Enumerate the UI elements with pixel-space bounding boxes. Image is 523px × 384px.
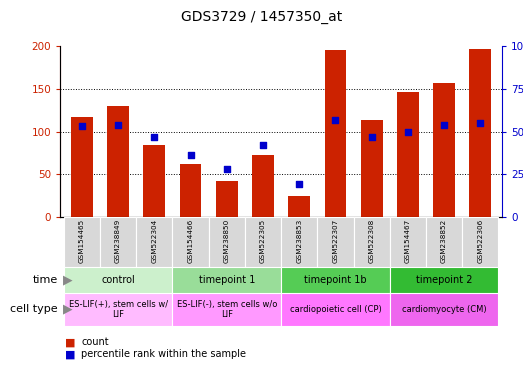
Bar [325,50,346,217]
Text: GSM238849: GSM238849 [115,218,121,263]
Bar [462,217,498,267]
Point [368,134,376,140]
Text: timepoint 2: timepoint 2 [416,275,472,285]
Bar [397,92,419,217]
Bar [245,217,281,267]
Bar [433,83,455,217]
Point [440,122,448,128]
Bar [107,106,129,217]
Text: GSM154467: GSM154467 [405,218,411,263]
Bar [173,267,281,293]
Text: ■: ■ [65,349,76,359]
Text: GSM154465: GSM154465 [79,218,85,263]
Text: time: time [32,275,58,285]
Bar [390,217,426,267]
Text: GSM238852: GSM238852 [441,218,447,263]
Point [78,123,86,129]
Point [186,152,195,159]
Bar [252,156,274,217]
Text: ES-LIF(+), stem cells w/
LIF: ES-LIF(+), stem cells w/ LIF [69,300,168,319]
Text: percentile rank within the sample: percentile rank within the sample [81,349,246,359]
Text: ES-LIF(-), stem cells w/o
LIF: ES-LIF(-), stem cells w/o LIF [177,300,277,319]
Bar [173,217,209,267]
Bar [173,293,281,326]
Text: timepoint 1b: timepoint 1b [304,275,367,285]
Point [295,181,303,187]
Point [150,134,158,140]
Text: ▶: ▶ [63,303,72,316]
Bar [426,217,462,267]
Text: GSM154466: GSM154466 [188,218,194,263]
Text: cell type: cell type [10,304,58,314]
Text: GSM522307: GSM522307 [333,218,338,263]
Text: ▶: ▶ [63,273,72,286]
Bar [470,50,491,217]
Bar [209,217,245,267]
Bar [143,145,165,217]
Bar [281,217,317,267]
Text: control: control [101,275,135,285]
Point [114,122,122,128]
Bar [390,293,498,326]
Bar [64,267,173,293]
Bar [71,117,93,217]
Point [404,128,412,135]
Bar [288,197,310,217]
Bar [281,267,390,293]
Point [331,116,339,122]
Bar [64,217,100,267]
Text: count: count [81,337,109,347]
Bar [100,217,136,267]
Text: GSM522306: GSM522306 [477,218,483,263]
Text: GSM238850: GSM238850 [224,218,230,263]
Bar [354,217,390,267]
Text: cardiopoietic cell (CP): cardiopoietic cell (CP) [290,305,381,314]
Point [259,142,267,148]
Bar [361,121,382,217]
Text: GSM522308: GSM522308 [369,218,374,263]
Bar [281,293,390,326]
Text: GDS3729 / 1457350_at: GDS3729 / 1457350_at [181,10,342,23]
Bar [180,164,201,217]
Bar [136,217,173,267]
Text: ■: ■ [65,337,76,347]
Text: GSM522304: GSM522304 [151,218,157,263]
Bar [216,181,237,217]
Point [223,166,231,172]
Text: cardiomyocyte (CM): cardiomyocyte (CM) [402,305,486,314]
Text: GSM238853: GSM238853 [296,218,302,263]
Bar [317,217,354,267]
Text: timepoint 1: timepoint 1 [199,275,255,285]
Bar [64,293,173,326]
Text: GSM522305: GSM522305 [260,218,266,263]
Point [476,120,484,126]
Bar [390,267,498,293]
